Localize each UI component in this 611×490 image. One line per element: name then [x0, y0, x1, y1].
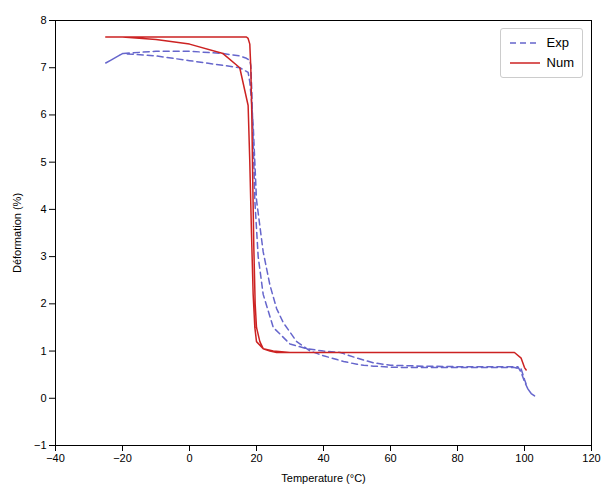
svg-text:40: 40	[317, 452, 329, 464]
svg-text:60: 60	[384, 452, 396, 464]
svg-text:Déformation (%): Déformation (%)	[11, 193, 23, 273]
svg-text:8: 8	[40, 14, 46, 26]
svg-text:120: 120	[582, 452, 600, 464]
svg-text:1: 1	[40, 345, 46, 357]
svg-text:80: 80	[451, 452, 463, 464]
svg-text:4: 4	[40, 203, 46, 215]
html-text:Num: Num	[546, 55, 574, 70]
html-text:Exp: Exp	[546, 35, 569, 50]
svg-text:Temperature (°C): Temperature (°C)	[281, 472, 365, 484]
svg-text:20: 20	[250, 452, 262, 464]
svg-text:2: 2	[40, 297, 46, 309]
svg-text:7: 7	[40, 61, 46, 73]
svg-text:3: 3	[40, 250, 46, 262]
svg-text:6: 6	[40, 108, 46, 120]
svg-text:0: 0	[186, 452, 192, 464]
svg-text:0: 0	[40, 392, 46, 404]
svg-text:−40: −40	[46, 452, 65, 464]
svg-text:−20: −20	[113, 452, 132, 464]
svg-text:−1: −1	[34, 439, 47, 451]
svg-text:100: 100	[515, 452, 533, 464]
svg-text:5: 5	[40, 156, 46, 168]
